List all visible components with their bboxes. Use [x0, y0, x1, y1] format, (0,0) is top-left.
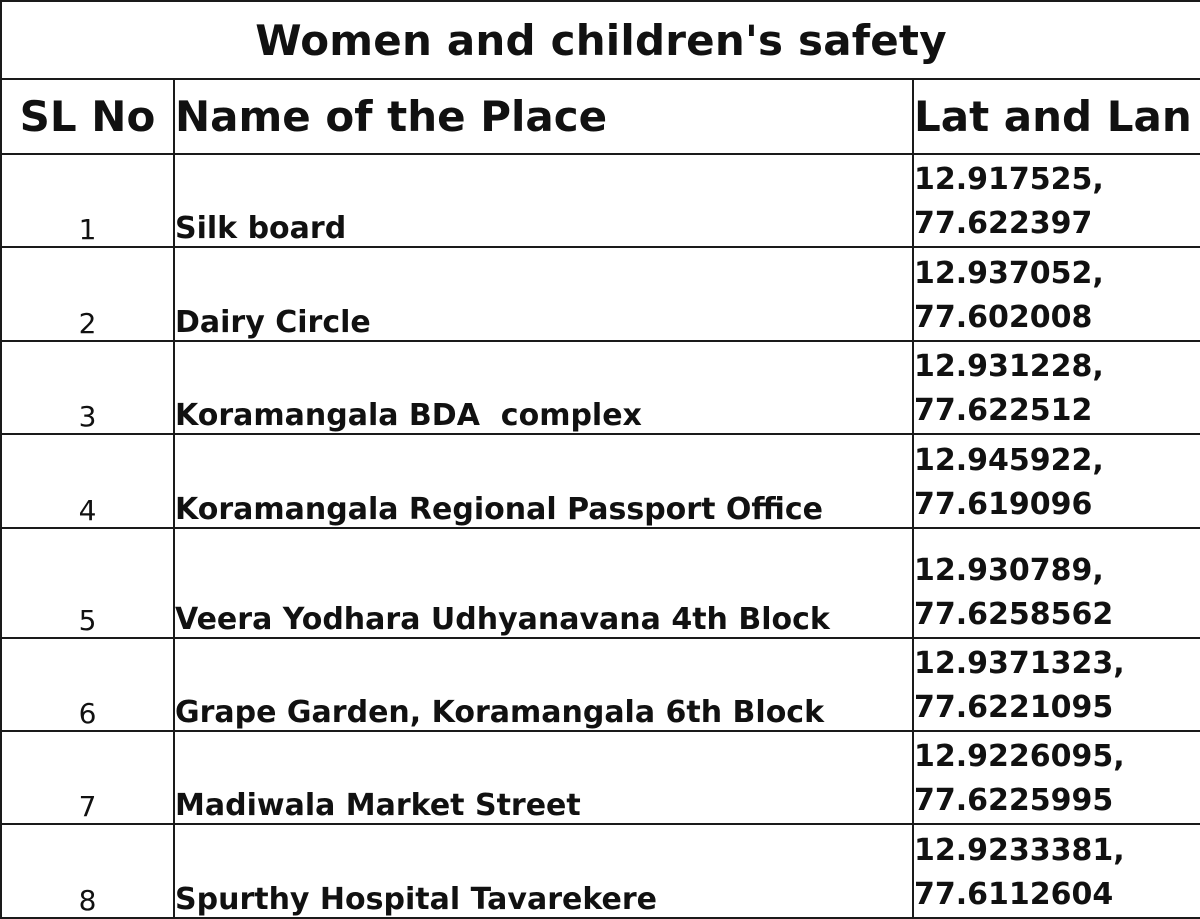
place-name-cell: Madiwala Market Street	[173, 729, 914, 826]
sl-no-cell: 4	[0, 433, 175, 529]
longitude-value: 77.622512	[914, 393, 1093, 429]
table-row: 6 Grape Garden, Koramangala 6th Block 12…	[0, 636, 1200, 732]
place-name-cell: Silk board	[173, 152, 914, 249]
longitude-value: 77.602008	[914, 299, 1093, 335]
lat-lon-cell: 12.937052, 77.602008	[911, 246, 1200, 342]
lat-lon-cell: 12.917525, 77.622397	[911, 152, 1200, 249]
lat-lon-cell: 12.945922, 77.619096	[911, 433, 1200, 529]
latitude-value: 12.937052,	[914, 255, 1104, 291]
latitude-value: 12.9371323,	[914, 645, 1125, 681]
table-row: 2 Dairy Circle 12.937052, 77.602008	[0, 246, 1200, 342]
longitude-value: 77.619096	[914, 486, 1093, 522]
lat-lon-cell: 12.9371323, 77.6221095	[911, 636, 1200, 732]
place-name-cell: Dairy Circle	[173, 246, 914, 342]
sl-no-cell: 1	[0, 152, 175, 249]
longitude-value: 77.6221095	[914, 689, 1114, 725]
place-name-cell: Veera Yodhara Udhyanavana 4th Block	[173, 526, 914, 639]
header-sl-no: SL No	[0, 78, 175, 155]
latitude-value: 12.930789,	[914, 552, 1104, 588]
lat-lon-cell: 12.9226095, 77.6225995	[911, 729, 1200, 826]
table-row: 7 Madiwala Market Street 12.9226095, 77.…	[0, 729, 1200, 826]
lat-lon-cell: 12.930789, 77.6258562	[911, 526, 1200, 639]
place-name-cell: Grape Garden, Koramangala 6th Block	[173, 636, 914, 732]
header-lat-lon: Lat and Lan	[911, 78, 1200, 155]
latitude-value: 12.9233381,	[914, 833, 1125, 868]
sl-no-cell: 2	[0, 246, 175, 342]
table-row: 3 Koramangala BDA complex 12.931228, 77.…	[0, 339, 1200, 436]
table-row: 4 Koramangala Regional Passport Office 1…	[0, 433, 1200, 529]
table-row: 5 Veera Yodhara Udhyanavana 4th Block 12…	[0, 526, 1200, 639]
header-row: SL No Name of the Place Lat and Lan	[0, 78, 1200, 155]
header-place-name: Name of the Place	[173, 78, 914, 155]
latitude-value: 12.917525,	[914, 162, 1104, 198]
sl-no-cell: 5	[0, 526, 175, 639]
sl-no-cell: 3	[0, 339, 175, 436]
place-name-cell: Spurthy Hospital Tavarekere	[173, 823, 914, 919]
longitude-value: 77.6225995	[914, 783, 1114, 819]
sl-no-cell: 7	[0, 729, 175, 826]
longitude-value: 77.6258562	[914, 596, 1114, 632]
lat-lon-cell: 12.931228, 77.622512	[911, 339, 1200, 436]
place-name-cell: Koramangala Regional Passport Office	[173, 433, 914, 529]
longitude-value: 77.622397	[914, 206, 1093, 242]
latitude-value: 12.931228,	[914, 349, 1104, 385]
latitude-value: 12.945922,	[914, 442, 1104, 478]
table-row: 1 Silk board 12.917525, 77.622397	[0, 152, 1200, 249]
place-name-cell: Koramangala BDA complex	[173, 339, 914, 436]
table-row: 8 Spurthy Hospital Tavarekere 12.9233381…	[0, 823, 1200, 919]
table-title: Women and children's safety	[0, 0, 1200, 80]
sl-no-cell: 6	[0, 636, 175, 732]
title-row: Women and children's safety	[0, 0, 1200, 80]
latitude-value: 12.9226095,	[914, 739, 1125, 775]
longitude-value: 77.6112604	[914, 877, 1114, 912]
lat-lon-cell: 12.9233381, 77.6112604	[911, 823, 1200, 919]
sl-no-cell: 8	[0, 823, 175, 919]
